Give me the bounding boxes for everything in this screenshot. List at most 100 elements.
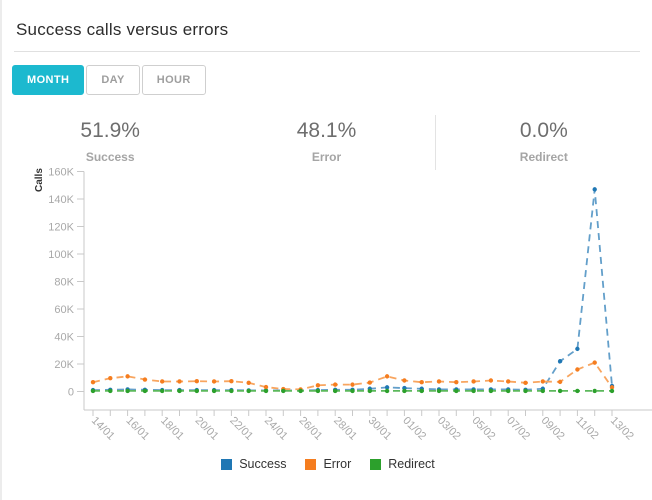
data-point-error: [557, 379, 563, 385]
data-point-redirect: [471, 388, 476, 394]
data-point-error: [229, 378, 234, 384]
data-point-redirect: [194, 388, 199, 394]
legend-item-error[interactable]: Error: [305, 457, 351, 471]
data-point-error: [246, 380, 251, 386]
period-tabs: MONTH DAY HOUR: [12, 65, 652, 95]
legend-swatch-error: [305, 458, 317, 470]
y-tick-label: 160K: [48, 167, 74, 179]
data-point-redirect: [506, 388, 511, 394]
data-point-redirect: [160, 388, 165, 394]
legend-item-success[interactable]: Success: [221, 457, 286, 471]
page-title: Success calls versus errors: [16, 20, 229, 39]
y-tick-label: 140K: [48, 194, 74, 206]
data-point-redirect: [108, 388, 113, 394]
data-point-redirect: [263, 388, 269, 394]
data-point-redirect: [575, 388, 580, 394]
data-point-error: [419, 379, 424, 385]
data-point-error: [90, 379, 96, 385]
data-point-redirect: [125, 388, 130, 394]
summary-stats: 51.9% Success 48.1% Error 0.0% Redirect: [2, 115, 652, 170]
data-point-error: [367, 380, 372, 385]
stat-success-label: Success: [85, 150, 135, 164]
x-tick-label: 24/01: [262, 415, 290, 443]
series-line-success: [92, 189, 613, 392]
x-tick-label: 09/02: [539, 415, 567, 443]
y-tick-label: 120K: [48, 222, 74, 234]
y-axis-title: Calls: [34, 168, 45, 192]
data-point-redirect: [488, 388, 494, 394]
data-point-error: [609, 385, 615, 390]
data-point-redirect: [592, 388, 597, 394]
data-point-success: [384, 385, 390, 390]
stat-redirect: 0.0% Redirect: [434, 115, 652, 170]
chart-legend: Success Error Redirect: [2, 457, 652, 471]
data-point-error: [142, 377, 148, 382]
data-point-redirect: [211, 388, 217, 394]
stat-success: 51.9% Success: [2, 115, 218, 170]
tab-month[interactable]: MONTH: [12, 65, 85, 95]
x-tick-label: 30/01: [366, 415, 394, 443]
data-point-success: [557, 359, 563, 364]
x-tick-label: 07/02: [504, 415, 532, 443]
y-tick-label: 0: [68, 387, 74, 399]
data-point-error: [506, 379, 511, 384]
data-point-redirect: [281, 388, 286, 394]
data-point-error: [160, 379, 165, 384]
title-divider: [14, 51, 640, 52]
data-point-error: [333, 382, 338, 387]
data-point-error: [384, 374, 390, 379]
y-tick-label: 20K: [54, 359, 74, 371]
data-point-error: [488, 378, 494, 383]
data-point-error: [454, 379, 459, 385]
legend-swatch-success: [221, 458, 233, 470]
x-tick-label: 16/01: [123, 415, 151, 443]
x-tick-label: 20/01: [193, 415, 221, 443]
data-point-error: [125, 374, 130, 379]
stat-error-label: Error: [311, 150, 342, 164]
data-point-redirect: [142, 388, 148, 394]
data-point-error: [177, 379, 182, 384]
data-point-redirect: [523, 388, 528, 394]
data-point-redirect: [298, 388, 303, 394]
legend-label-error: Error: [323, 457, 352, 471]
data-point-redirect: [333, 388, 338, 394]
x-tick-label: 22/01: [227, 415, 255, 443]
x-tick-label: 18/01: [158, 415, 186, 443]
data-point-redirect: [419, 388, 424, 394]
stat-redirect-value: 0.0%: [519, 119, 568, 142]
y-tick-label: 60K: [54, 304, 74, 316]
data-point-redirect: [246, 388, 251, 394]
data-point-error: [194, 378, 199, 384]
x-tick-label: 01/02: [400, 415, 428, 443]
data-point-error: [263, 384, 269, 390]
data-point-error: [315, 383, 321, 388]
data-point-error: [436, 379, 442, 384]
data-point-redirect: [367, 388, 372, 394]
data-point-success: [592, 187, 597, 192]
data-point-error: [575, 367, 580, 372]
x-tick-label: 26/01: [296, 415, 324, 443]
data-point-redirect: [90, 388, 96, 394]
legend-item-redirect[interactable]: Redirect: [370, 457, 435, 471]
data-point-error: [523, 380, 528, 386]
data-point-redirect: [350, 388, 355, 394]
stat-error: 48.1% Error: [218, 115, 434, 170]
x-tick-label: 28/01: [331, 415, 359, 443]
stat-redirect-label: Redirect: [519, 150, 568, 164]
data-point-error: [350, 382, 355, 387]
data-point-error: [471, 379, 476, 384]
tab-hour[interactable]: HOUR: [141, 65, 206, 95]
stat-success-value: 51.9%: [80, 119, 140, 142]
panel-header: Success calls versus errors: [2, 0, 652, 51]
tab-day[interactable]: DAY: [86, 65, 140, 95]
data-point-redirect: [315, 388, 321, 394]
data-point-error: [402, 378, 407, 383]
y-tick-label: 80K: [54, 277, 74, 289]
y-tick-label: 100K: [48, 249, 74, 261]
data-point-redirect: [557, 388, 563, 394]
x-tick-label: 14/01: [89, 415, 117, 443]
data-point-redirect: [384, 388, 390, 394]
data-point-error: [592, 360, 597, 365]
